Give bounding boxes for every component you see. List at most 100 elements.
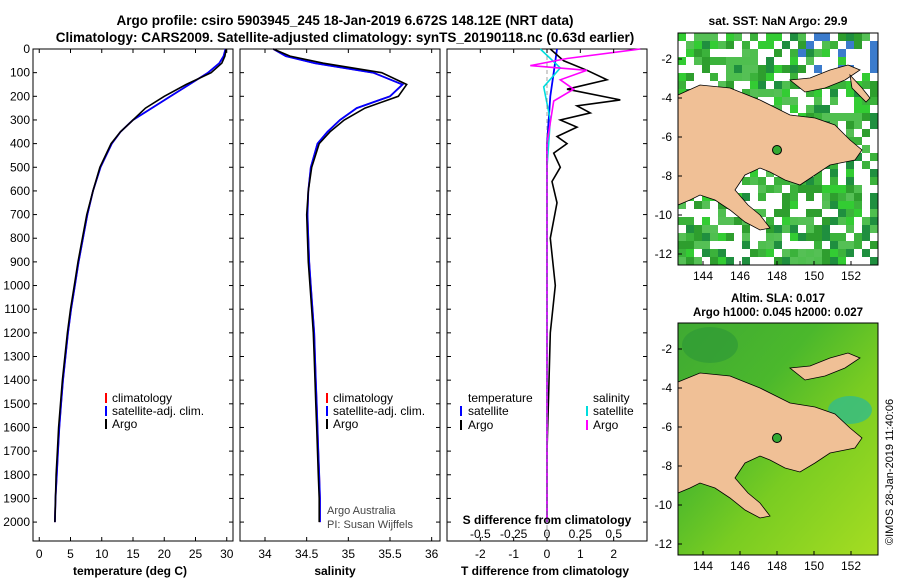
header-line2: Climatology: CARS2009. Satellite-adjuste… [56, 30, 634, 45]
sst-cell [814, 185, 822, 193]
sst-cell [734, 57, 742, 65]
x-tick-label: 10 [95, 547, 109, 561]
sst-cell [806, 57, 814, 65]
sla-anomaly-cyan [828, 396, 872, 424]
sst-cell [750, 57, 758, 65]
depth-tick-label: 800 [10, 231, 30, 245]
map-lon-label: 152 [841, 559, 861, 573]
sst-cell [742, 225, 750, 233]
sst-cell [758, 177, 766, 185]
depth-tick-label: 1300 [3, 350, 30, 364]
sst-cell [806, 257, 814, 265]
sst-cell [830, 177, 838, 185]
sst-cell [854, 209, 862, 217]
depth-tick-label: 100 [10, 66, 30, 80]
sst-cell [694, 257, 702, 265]
sst-cell [686, 217, 694, 225]
sst-cell [678, 33, 686, 41]
sst-cell [822, 249, 830, 257]
sst-cell [758, 65, 766, 73]
legend-label-satclim: satellite-adj. clim. [333, 404, 425, 418]
sst-cell [678, 217, 686, 225]
sst-cell [726, 257, 734, 265]
sst-cell [854, 201, 862, 209]
s-tick-label: 0.25 [569, 527, 593, 541]
sst-cell [694, 57, 702, 65]
sst-cell [790, 49, 798, 57]
header-line1: Argo profile: csiro 5903945_245 18-Jan-2… [117, 13, 574, 28]
sst-cell [846, 161, 854, 169]
map-lon-label: 146 [730, 559, 750, 573]
sst-cell [838, 193, 846, 201]
sst-cell [774, 97, 782, 105]
sst-cell [790, 65, 798, 73]
sst-cell [782, 193, 790, 201]
sst-cell [862, 145, 870, 153]
sla-map-frame [677, 322, 879, 556]
legend-title-temperature: temperature [468, 391, 533, 405]
sst-cell [790, 185, 798, 193]
sla-land-png [677, 372, 863, 519]
sst-cell [854, 113, 862, 121]
sst-cell [774, 257, 782, 265]
sst-cell [734, 217, 742, 225]
sst-cell [846, 209, 854, 217]
sst-cell [702, 249, 710, 257]
sst-cell [742, 73, 750, 81]
map-lat-label: -8 [661, 459, 672, 473]
depth-tick-label: 600 [10, 184, 30, 198]
depth-tick-label: 1900 [3, 491, 30, 505]
sst-cell [758, 193, 766, 201]
sst-cell [782, 41, 790, 49]
map-lat-label: -10 [655, 208, 673, 222]
sst-cell [854, 41, 862, 49]
sst-cell [846, 113, 854, 121]
sst-cell [838, 209, 846, 217]
sst-cell [774, 177, 782, 185]
sst-cell [758, 209, 766, 217]
sst-cell [854, 137, 862, 145]
sst-cell [766, 185, 774, 193]
sst-cell [782, 217, 790, 225]
x-tick-label: 0 [36, 547, 43, 561]
sst-cell [726, 41, 734, 49]
sst-cell [854, 241, 862, 249]
sst-cell [814, 241, 822, 249]
sst-cell [734, 73, 742, 81]
sst-cell [870, 97, 878, 105]
sst-cell [718, 257, 726, 265]
sst-cell [702, 225, 710, 233]
sst-cell [814, 225, 822, 233]
sst-cell [758, 249, 766, 257]
sst-cell [822, 113, 830, 121]
sst-cell [862, 161, 870, 169]
sst-cell [782, 201, 790, 209]
sst-cell [758, 89, 766, 97]
sst-cell [678, 241, 686, 249]
sst-cell [742, 65, 750, 73]
sst-cell [814, 233, 822, 241]
depth-tick-label: 1800 [3, 468, 30, 482]
depth-tick-label: 1500 [3, 397, 30, 411]
sst-cell [742, 193, 750, 201]
sst-cell [830, 169, 838, 177]
x-tick-label: 15 [126, 547, 140, 561]
sst-cell [806, 193, 814, 201]
sst-cell [830, 233, 838, 241]
sla-anomaly-dark [682, 327, 738, 363]
sst-cell [774, 225, 782, 233]
map-lon-label: 144 [693, 269, 713, 283]
sst-cell [798, 249, 806, 257]
sst-cell [790, 233, 798, 241]
sst-cell [766, 249, 774, 257]
sst-cell [846, 121, 854, 129]
sst-cell [782, 177, 790, 185]
sst-cell [726, 217, 734, 225]
sst-cell [846, 89, 854, 97]
sst-cell [710, 225, 718, 233]
sst-cell [830, 241, 838, 249]
x-tick-label: 5 [67, 547, 74, 561]
sst-cell [790, 97, 798, 105]
sst-cell [846, 169, 854, 177]
sst-cell [774, 185, 782, 193]
